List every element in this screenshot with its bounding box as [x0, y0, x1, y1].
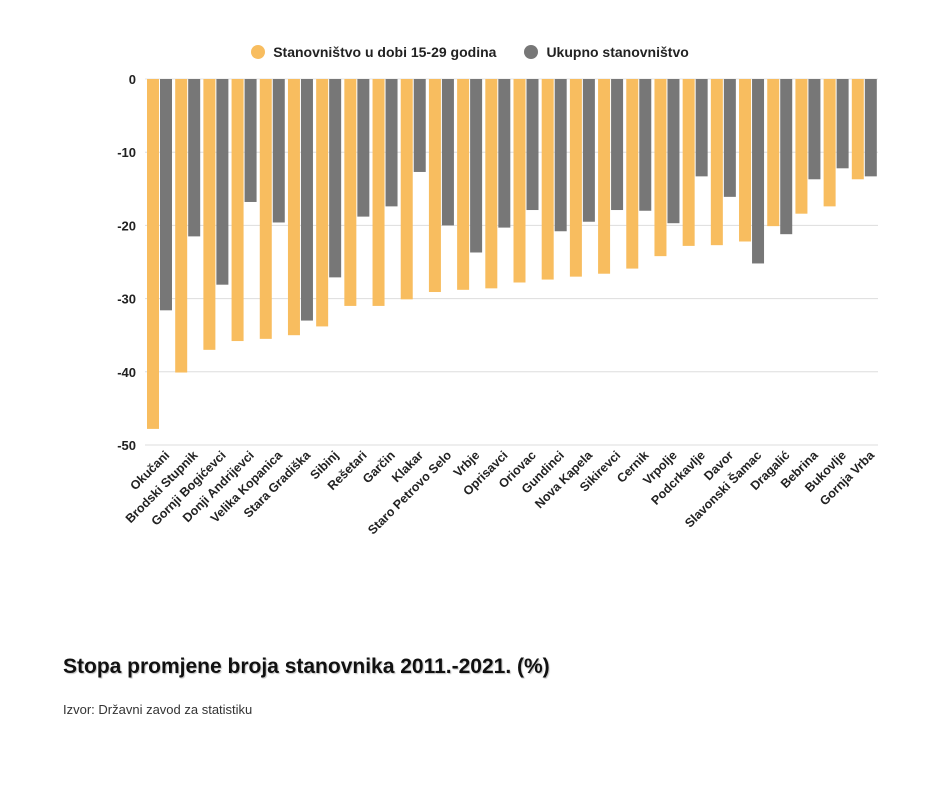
bar-total	[413, 79, 426, 172]
bar-youth	[457, 79, 470, 290]
bar-youth	[372, 79, 385, 306]
bar-youth	[231, 79, 244, 342]
bar-total	[329, 79, 342, 278]
bar-youth	[513, 79, 526, 283]
chart-legend: Stanovništvo u dobi 15-29 godina Ukupno …	[0, 44, 940, 60]
y-tick-label: -30	[117, 292, 136, 307]
bar-youth	[654, 79, 667, 257]
bar-total	[582, 79, 595, 222]
bar-youth	[287, 79, 300, 336]
bar-total	[611, 79, 624, 211]
bar-youth	[682, 79, 695, 246]
y-tick-label: 0	[129, 72, 136, 87]
bar-youth	[316, 79, 329, 327]
bar-youth	[203, 79, 216, 350]
bar-total	[639, 79, 652, 211]
bar-youth	[569, 79, 582, 277]
bar-total	[385, 79, 398, 207]
bar-total	[160, 79, 172, 311]
bar-youth	[851, 79, 864, 180]
bar-total	[864, 79, 877, 177]
chart-source: Izvor: Državni zavod za statistiku	[63, 702, 253, 717]
legend-label-total: Ukupno stanovništvo	[546, 44, 689, 60]
y-tick-label: -10	[117, 145, 136, 160]
bar-total	[300, 79, 313, 321]
bar-youth	[428, 79, 441, 293]
bar-total	[441, 79, 454, 226]
bar-youth	[147, 79, 159, 429]
bar-youth	[541, 79, 554, 280]
y-tick-label: -20	[117, 218, 136, 233]
legend-item-total: Ukupno stanovništvo	[524, 44, 689, 60]
bar-total	[272, 79, 285, 223]
bar-total	[752, 79, 765, 264]
bar-youth	[710, 79, 723, 246]
bar-total	[667, 79, 680, 224]
bar-total	[188, 79, 201, 237]
legend-label-youth: Stanovništvo u dobi 15-29 godina	[273, 44, 497, 60]
bar-total	[808, 79, 821, 180]
bar-youth	[767, 79, 780, 227]
y-tick-label: -50	[117, 438, 136, 453]
bar-total	[723, 79, 736, 197]
chart-title: Stopa promjene broja stanovnika 2011.-20…	[63, 655, 550, 678]
bar-total	[526, 79, 539, 211]
bar-total	[498, 79, 511, 228]
bar-total	[244, 79, 257, 202]
bar-total	[836, 79, 849, 169]
legend-swatch-total	[524, 45, 539, 59]
bar-youth	[739, 79, 752, 242]
bar-total	[216, 79, 229, 285]
bar-total	[554, 79, 567, 232]
bar-youth	[400, 79, 413, 300]
bar-youth	[259, 79, 272, 339]
bar-youth	[598, 79, 611, 274]
legend-swatch-youth	[251, 45, 266, 59]
bar-total	[695, 79, 708, 177]
bar-youth	[344, 79, 357, 306]
bar-youth	[626, 79, 639, 269]
bar-youth	[175, 79, 188, 373]
legend-item-youth: Stanovništvo u dobi 15-29 godina	[251, 44, 496, 60]
bar-youth	[795, 79, 808, 214]
bar-total	[470, 79, 483, 253]
bar-total	[357, 79, 370, 217]
y-tick-label: -40	[117, 365, 136, 380]
bar-youth	[485, 79, 498, 289]
x-tick-label: Garčin	[360, 448, 398, 486]
bar-total	[780, 79, 793, 235]
bar-youth	[823, 79, 836, 207]
